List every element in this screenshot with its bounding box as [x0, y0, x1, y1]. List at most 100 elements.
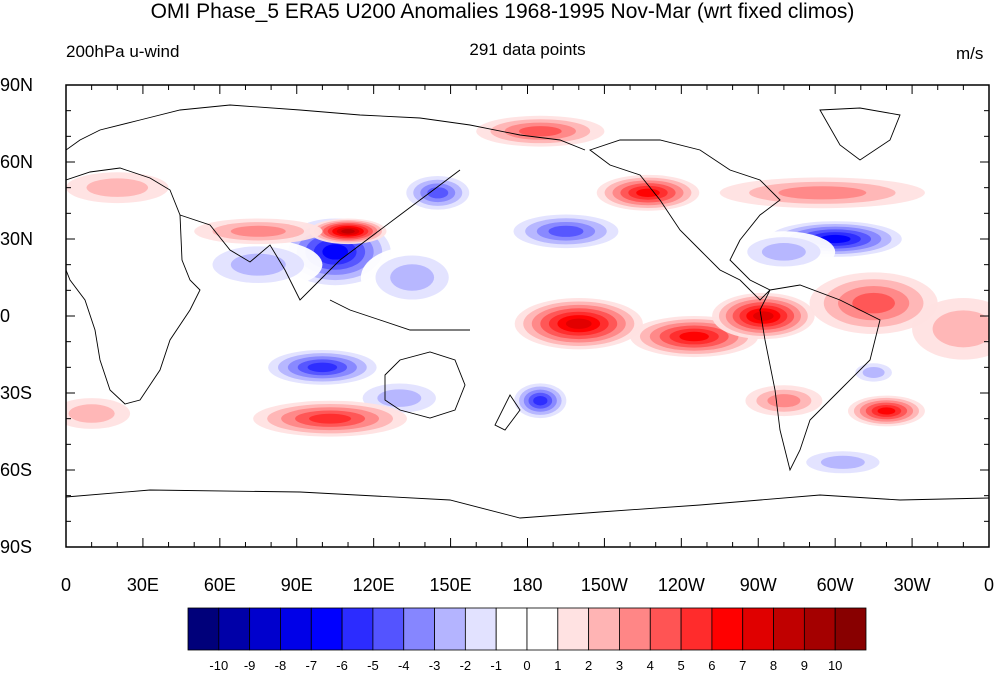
colorbar-swatch [280, 607, 312, 651]
anomaly-contour [518, 126, 562, 137]
lon-label: 0 [984, 575, 994, 595]
lat-label: 60S [0, 460, 32, 480]
lon-label: 90W [740, 575, 777, 595]
lon-label: 0 [61, 575, 71, 595]
colorbar-swatch [773, 607, 805, 651]
anomaly-blob-2 [360, 246, 464, 309]
anomaly-contour [230, 225, 286, 237]
colorbar-label: 6 [708, 658, 715, 673]
anomaly-contour [309, 413, 352, 424]
anomaly-blob-14 [712, 292, 815, 340]
anomaly-blob-11 [732, 231, 836, 273]
anomaly-contour [679, 331, 709, 342]
anomaly-contour [862, 366, 885, 378]
anomaly-blob-22 [847, 395, 925, 427]
lon-label: 150E [430, 575, 472, 595]
anomaly-blob-5 [399, 172, 477, 214]
colorbar-label: -3 [429, 658, 441, 673]
colorbar-label: -2 [460, 658, 472, 673]
colorbar-label: 0 [523, 658, 530, 673]
anomaly-contour [322, 244, 349, 260]
lon-label: 120E [353, 575, 395, 595]
colorbar-swatch [464, 607, 497, 651]
colorbar-label: -7 [305, 658, 317, 673]
colorbar-swatch [588, 607, 620, 651]
data-points-label: 291 data points [469, 40, 586, 59]
lat-label: 30N [0, 229, 33, 249]
anomaly-contour [877, 407, 896, 415]
anomaly-blob-9 [719, 177, 925, 209]
lon-label: 30W [894, 575, 931, 595]
colorbar-swatch [742, 607, 774, 651]
colorbar-swatch [495, 607, 528, 651]
lon-label: 90E [281, 575, 313, 595]
lon-label: 60W [817, 575, 854, 595]
colorbar-swatch [619, 607, 651, 651]
colorbar-label: 8 [770, 658, 777, 673]
lat-label: 60N [0, 152, 33, 172]
axis-ticks [65, 84, 990, 548]
colorbar: -10 -9 -8 -7 -6 -5 -4 -3 -2 -1 0 1 2 3 4 5 6 7 8 9 10 [187, 607, 867, 673]
colorbar-swatch [249, 607, 281, 651]
colorbar-swatch [834, 607, 867, 651]
colorbar-swatch [310, 607, 343, 651]
anomaly-blob-17 [258, 346, 387, 388]
colorbar-label: -1 [490, 658, 502, 673]
colorbar-label: -10 [209, 658, 228, 673]
anomaly-contour [390, 264, 435, 291]
colorbar-label: 7 [739, 658, 746, 673]
anomaly-blob-7 [501, 210, 631, 252]
lat-label: 90N [0, 75, 33, 95]
anomaly-blob-16 [912, 298, 989, 360]
anomaly-blob-19 [253, 400, 407, 437]
anomaly-blob-6 [476, 115, 605, 147]
colorbar-swatch [526, 607, 559, 651]
units-label: m/s [956, 44, 984, 63]
anomaly-contour [68, 404, 115, 423]
anomaly-contour [932, 310, 989, 348]
colorbar-swatch [649, 607, 682, 651]
colorbar-swatch [187, 607, 220, 651]
anomaly-blob-21 [745, 385, 823, 417]
lon-label: 180 [512, 575, 542, 595]
colorbar-swatch [434, 607, 466, 651]
lon-label: 120W [658, 575, 705, 595]
anomaly-field [66, 115, 989, 478]
colorbar-label: 9 [801, 658, 808, 673]
anomaly-blob-1 [194, 238, 323, 291]
colorbar-label: -9 [244, 658, 256, 673]
anomaly-blob-25 [66, 398, 131, 429]
anomaly-blob-3 [309, 218, 387, 245]
anomaly-blob-4 [194, 218, 323, 245]
colorbar-swatch [557, 607, 590, 651]
colorbar-label: 1 [554, 658, 561, 673]
axis-tick-labels: 90N 60N 30N 0 30S 60S 90S 0 30E 60E 90E 120E 150E 180… [0, 75, 994, 595]
lat-label: 30S [0, 383, 32, 403]
map-title: OMI Phase_5 ERA5 U200 Anomalies 1968-199… [150, 0, 855, 23]
anomaly-blob-15 [809, 272, 938, 334]
anomaly-contour [341, 229, 355, 234]
anomaly-contour [753, 311, 774, 321]
anomaly-blob-23 [847, 359, 900, 386]
anomaly-contour [377, 389, 422, 407]
colorbar-label: 2 [585, 658, 592, 673]
colorbar-label: -4 [398, 658, 410, 673]
anomaly-contour [533, 395, 548, 406]
anomaly-blob-8 [596, 174, 700, 211]
colorbar-swatch [341, 607, 374, 651]
colorbar-label: 4 [647, 658, 654, 673]
lat-label: 90S [0, 537, 32, 557]
anomaly-blob-20 [509, 380, 572, 422]
colorbar-swatch [803, 607, 836, 651]
lon-label: 30E [127, 575, 159, 595]
colorbar-label: 5 [677, 658, 684, 673]
anomaly-contour [820, 455, 865, 469]
colorbar-label: -6 [336, 658, 348, 673]
anomaly-blob-26 [66, 172, 169, 204]
variable-label: 200hPa u-wind [66, 42, 180, 61]
anomaly-contour [86, 178, 149, 197]
anomaly-contour [778, 186, 867, 200]
anomaly-contour [852, 292, 895, 314]
colorbar-swatch [218, 607, 251, 651]
